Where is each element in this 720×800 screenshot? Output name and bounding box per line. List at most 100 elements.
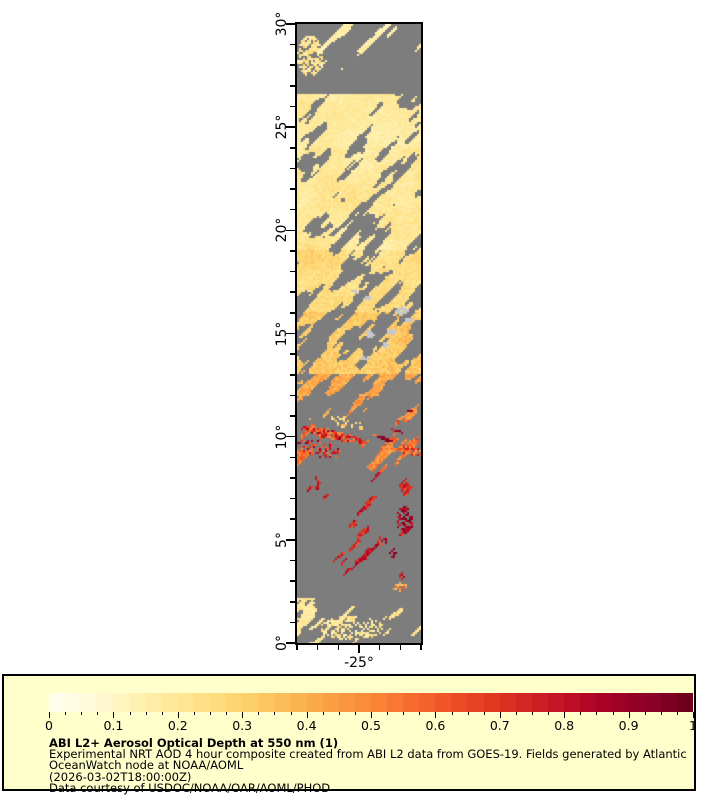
colorbar-step xyxy=(97,693,114,712)
colorbar-step xyxy=(145,693,162,712)
colorbar-step xyxy=(65,693,82,712)
lat-minor-tick xyxy=(290,621,295,624)
colorbar-step xyxy=(306,693,323,712)
colorbar-step xyxy=(386,693,404,712)
colorbar-major-tick xyxy=(435,712,437,718)
colorbar-minor-tick xyxy=(612,712,614,715)
colorbar-minor-tick xyxy=(644,712,646,715)
colorbar-major-tick xyxy=(242,712,244,718)
colorbar-step xyxy=(596,693,613,712)
colorbar-minor-tick xyxy=(532,712,533,715)
lat-minor-tick xyxy=(290,518,295,520)
colorbar-step xyxy=(354,693,371,712)
colorbar-step xyxy=(515,693,532,712)
colorbar-step xyxy=(177,693,194,712)
colorbar-step xyxy=(483,693,500,712)
colorbar-major-tick xyxy=(177,712,179,718)
lat-minor-tick xyxy=(290,456,295,459)
colorbar-minor-tick xyxy=(274,712,276,715)
lat-tick-label: 20° xyxy=(274,217,290,243)
colorbar-tick-label: 0.3 xyxy=(232,718,253,733)
colorbar-minor-tick xyxy=(129,712,131,715)
colorbar-minor-tick xyxy=(419,712,421,715)
lat-minor-tick xyxy=(290,85,295,87)
colorbar-step xyxy=(370,693,387,712)
colorbar-step xyxy=(644,693,661,712)
lat-minor-tick xyxy=(290,147,295,149)
lat-minor-tick xyxy=(290,64,295,67)
lat-minor-tick xyxy=(290,600,295,603)
colorbar-tick-label: 0.6 xyxy=(425,718,446,733)
colorbar-minor-tick xyxy=(403,712,405,715)
lon-minor-tick xyxy=(378,645,381,650)
lat-tick-label: 30° xyxy=(274,11,290,37)
colorbar-minor-tick xyxy=(596,712,598,715)
lon-tick-label: -25° xyxy=(344,655,374,671)
legend-title: ABI L2+ Aerosol Optical Depth at 550 nm … xyxy=(49,736,339,750)
lon-major-tick xyxy=(358,645,360,653)
lat-major-tick xyxy=(286,229,295,232)
colorbar-minor-tick xyxy=(322,712,324,715)
colorbar-step xyxy=(113,693,130,712)
colorbar-minor-tick xyxy=(451,712,453,715)
lon-minor-tick xyxy=(296,645,298,650)
colorbar-step xyxy=(403,693,420,712)
lat-tick-label: 25° xyxy=(274,114,290,140)
colorbar-major-tick xyxy=(628,712,630,718)
colorbar-minor-tick xyxy=(193,712,195,715)
lat-minor-tick xyxy=(290,373,295,376)
colorbar-minor-tick xyxy=(65,712,67,715)
colorbar-minor-tick xyxy=(97,712,99,715)
colorbar-minor-tick xyxy=(81,712,83,715)
colorbar-step xyxy=(209,693,227,712)
colorbar-minor-tick xyxy=(145,712,147,715)
colorbar-tick-label: 0.5 xyxy=(361,718,381,733)
colorbar-step xyxy=(81,693,98,712)
colorbar-step xyxy=(451,693,468,712)
lat-minor-tick xyxy=(290,208,295,211)
colorbar-major-tick xyxy=(371,712,372,718)
colorbar-step xyxy=(226,693,243,712)
colorbar-tick-label: 0.1 xyxy=(103,718,124,733)
colorbar-step xyxy=(499,693,516,712)
colorbar-step xyxy=(49,693,66,712)
legend-panel: 0 0.1 0.2 0.3 0.4 0.5 0.6 0.7 0.8 0.9 1 ABI L2+ Ae… xyxy=(2,674,697,794)
colorbar-minor-tick xyxy=(210,712,211,715)
colorbar-step xyxy=(290,693,307,712)
legend-line-2: OceanWatch node at NOAA/AOML xyxy=(49,758,244,773)
lat-major-tick xyxy=(286,126,295,128)
lat-minor-tick xyxy=(290,250,295,252)
colorbar-major-tick xyxy=(113,712,115,718)
colorbar-minor-tick xyxy=(467,712,469,715)
colorbar xyxy=(49,693,693,712)
lat-tick-label: 5° xyxy=(274,531,290,548)
colorbar-step xyxy=(467,693,484,712)
colorbar-major-tick xyxy=(499,712,501,718)
lat-tick-label: 15° xyxy=(274,321,290,346)
lat-minor-tick xyxy=(290,415,295,417)
colorbar-tick-label: 0.2 xyxy=(167,718,188,733)
legend-line-1: Experimental NRT AOD 4 hour composite cr… xyxy=(49,747,687,761)
colorbar-minor-tick xyxy=(290,712,292,715)
colorbar-minor-tick xyxy=(515,712,517,715)
colorbar-step xyxy=(274,693,291,712)
colorbar-major-tick xyxy=(306,712,308,718)
aod-map-raster xyxy=(297,24,421,643)
colorbar-step xyxy=(531,693,548,712)
colorbar-minor-tick xyxy=(226,712,228,715)
lon-minor-tick xyxy=(316,645,319,650)
lat-major-tick xyxy=(286,332,295,335)
lat-major-tick xyxy=(286,23,295,25)
lat-minor-tick xyxy=(290,291,295,294)
colorbar-step xyxy=(612,693,629,712)
colorbar-minor-tick xyxy=(548,712,550,715)
colorbar-tick-label: 0.9 xyxy=(618,718,639,733)
colorbar-minor-tick xyxy=(258,712,260,715)
colorbar-minor-tick xyxy=(338,712,340,715)
colorbar-tick-label: 0.7 xyxy=(489,718,510,733)
colorbar-step xyxy=(564,693,581,712)
colorbar-major-tick xyxy=(693,712,694,718)
lat-minor-tick xyxy=(290,353,295,355)
colorbar-step xyxy=(338,693,355,712)
